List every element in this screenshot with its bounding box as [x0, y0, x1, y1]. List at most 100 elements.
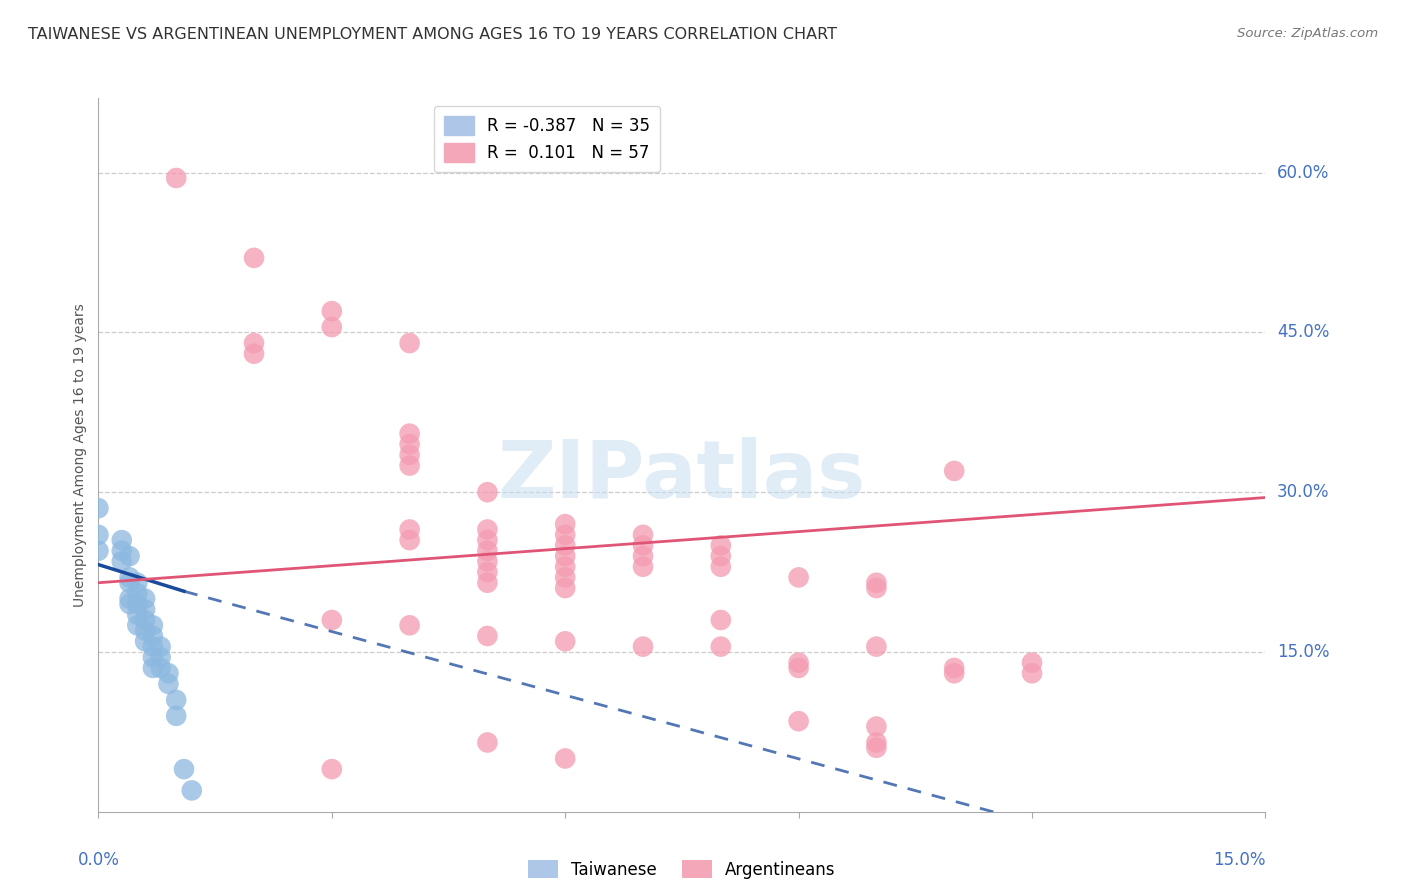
Point [321, 613, 343, 627]
Point [710, 549, 733, 563]
Point [165, 693, 187, 707]
Point [127, 575, 149, 590]
Point [398, 448, 420, 462]
Point [127, 586, 149, 600]
Point [398, 618, 420, 632]
Point [865, 735, 887, 749]
Point [631, 528, 654, 542]
Point [477, 554, 499, 568]
Point [142, 650, 165, 665]
Point [398, 426, 420, 441]
Point [321, 320, 343, 334]
Text: 15.0%: 15.0% [1277, 643, 1330, 661]
Text: ZIPatlas: ZIPatlas [498, 437, 866, 516]
Point [127, 597, 149, 611]
Point [157, 677, 180, 691]
Point [149, 650, 172, 665]
Point [87, 528, 110, 542]
Point [477, 543, 499, 558]
Point [787, 661, 810, 675]
Point [477, 735, 499, 749]
Point [865, 719, 887, 733]
Point [118, 570, 141, 584]
Point [180, 783, 202, 797]
Point [865, 575, 887, 590]
Point [118, 549, 141, 563]
Text: 15.0%: 15.0% [1213, 851, 1265, 869]
Point [243, 251, 266, 265]
Point [398, 437, 420, 451]
Point [554, 528, 576, 542]
Point [243, 347, 266, 361]
Point [118, 597, 141, 611]
Point [142, 640, 165, 654]
Point [554, 538, 576, 552]
Text: TAIWANESE VS ARGENTINEAN UNEMPLOYMENT AMONG AGES 16 TO 19 YEARS CORRELATION CHAR: TAIWANESE VS ARGENTINEAN UNEMPLOYMENT AM… [28, 27, 837, 42]
Point [157, 666, 180, 681]
Point [127, 618, 149, 632]
Point [554, 559, 576, 574]
Legend: Taiwanese, Argentineans: Taiwanese, Argentineans [522, 854, 842, 886]
Point [173, 762, 195, 776]
Text: 60.0%: 60.0% [1277, 163, 1330, 182]
Point [943, 661, 966, 675]
Point [787, 570, 810, 584]
Point [477, 523, 499, 537]
Point [398, 458, 420, 473]
Point [134, 591, 156, 606]
Point [631, 538, 654, 552]
Point [631, 640, 654, 654]
Point [943, 464, 966, 478]
Point [554, 751, 576, 765]
Point [787, 656, 810, 670]
Point [710, 538, 733, 552]
Point [165, 709, 187, 723]
Point [398, 523, 420, 537]
Point [477, 575, 499, 590]
Point [477, 565, 499, 579]
Point [554, 517, 576, 532]
Point [398, 336, 420, 351]
Point [477, 485, 499, 500]
Point [631, 559, 654, 574]
Point [477, 533, 499, 548]
Point [118, 591, 141, 606]
Point [943, 666, 966, 681]
Point [710, 559, 733, 574]
Point [243, 336, 266, 351]
Point [865, 740, 887, 755]
Point [865, 581, 887, 595]
Point [321, 304, 343, 318]
Point [142, 618, 165, 632]
Point [398, 533, 420, 548]
Point [142, 629, 165, 643]
Point [865, 640, 887, 654]
Point [127, 607, 149, 622]
Point [118, 575, 141, 590]
Text: Source: ZipAtlas.com: Source: ZipAtlas.com [1237, 27, 1378, 40]
Point [554, 549, 576, 563]
Point [134, 602, 156, 616]
Point [111, 554, 134, 568]
Point [710, 640, 733, 654]
Point [554, 634, 576, 648]
Point [111, 533, 134, 548]
Point [554, 581, 576, 595]
Point [787, 714, 810, 729]
Point [477, 629, 499, 643]
Point [87, 501, 110, 516]
Point [710, 613, 733, 627]
Point [134, 634, 156, 648]
Point [149, 661, 172, 675]
Point [631, 549, 654, 563]
Text: 0.0%: 0.0% [77, 851, 120, 869]
Point [165, 171, 187, 186]
Point [554, 570, 576, 584]
Point [321, 762, 343, 776]
Point [1021, 666, 1043, 681]
Point [142, 661, 165, 675]
Point [1021, 656, 1043, 670]
Text: 45.0%: 45.0% [1277, 324, 1330, 342]
Point [111, 543, 134, 558]
Point [149, 640, 172, 654]
